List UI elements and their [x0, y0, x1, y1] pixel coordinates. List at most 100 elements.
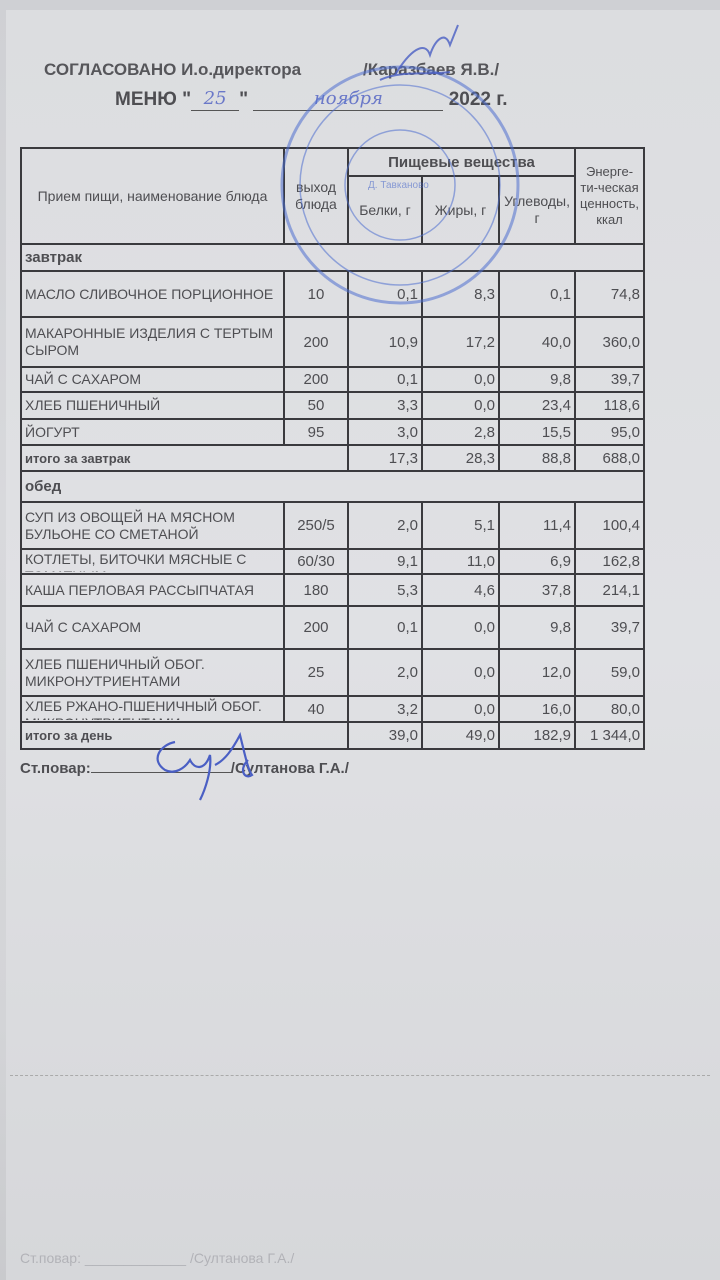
dish-fat: 8,3	[421, 270, 500, 318]
table-row: ХЛЕБ ПШЕНИЧНЫЙ 50 3,3 0,0 23,4 118,6	[20, 391, 646, 420]
chef-label: Ст.повар:	[20, 760, 91, 777]
dish-protein: 0,1	[347, 605, 423, 650]
dish-energy: 80,0	[574, 695, 646, 723]
dish-fat: 0,0	[421, 391, 500, 420]
chef-name: /Султанова Г.А./	[230, 760, 349, 777]
total-energy: 688,0	[574, 444, 646, 472]
total-fat: 49,0	[421, 721, 500, 750]
dish-name: ХЛЕБ РЖАНО-ПШЕНИЧНЫЙ ОБОГ. МИКРОНУТРИЕНТ…	[25, 698, 262, 720]
total-energy: 1 344,0	[574, 721, 646, 750]
total-row: итого за день 39,0 49,0 182,9 1 344,0	[20, 721, 646, 750]
dish-yield: 180	[283, 573, 349, 607]
dish-protein: 2,0	[347, 648, 423, 697]
total-label: итого за завтрак	[20, 444, 349, 472]
dish-fat: 0,0	[421, 605, 500, 650]
dish-energy: 214,1	[574, 573, 646, 607]
dish-energy: 118,6	[574, 391, 646, 420]
table-row: СУП ИЗ ОВОЩЕЙ НА МЯСНОМ БУЛЬОНЕ СО СМЕТА…	[20, 501, 646, 550]
dish-carbs: 16,0	[497, 695, 577, 723]
dish-yield: 200	[283, 316, 349, 368]
dish-name: ЧАЙ С САХАРОМ	[25, 619, 142, 635]
table-row: МАСЛО СЛИВОЧНОЕ ПОРЦИОННОЕ 10 0,1 8,3 0,1 74,…	[20, 270, 646, 318]
dish-protein: 0,1	[347, 270, 423, 318]
menu-day: 25	[203, 88, 227, 109]
dish-fat: 5,1	[421, 501, 500, 550]
approved-label: СОГЛАСОВАНО И.о.директора	[44, 60, 302, 79]
header-energy: Энерге-ти-ческая ценность, ккал	[574, 147, 646, 245]
section-row: обед	[19, 470, 646, 503]
dish-protein: 5,3	[347, 573, 423, 607]
menu-date-line: МЕНЮ " 25 " ноября 2022 г.	[115, 88, 508, 111]
dish-yield: 40	[283, 695, 349, 723]
dish-protein: 3,2	[347, 695, 423, 723]
dish-name: КАША ПЕРЛОВАЯ РАССЫПЧАТАЯ	[25, 581, 255, 598]
dish-energy: 95,0	[574, 418, 646, 446]
header-carbs: Углеводы, г	[497, 175, 577, 245]
dish-carbs: 15,5	[497, 418, 577, 446]
dish-protein: 9,1	[347, 548, 423, 575]
dish-energy: 100,4	[574, 501, 646, 550]
header-protein: Белки, г	[347, 175, 423, 245]
menu-month: ноября	[313, 88, 383, 109]
dish-fat: 0,0	[421, 648, 500, 697]
dish-energy: 59,0	[574, 648, 646, 697]
dish-energy: 39,7	[574, 366, 646, 393]
dish-protein: 2,0	[347, 501, 423, 550]
dish-carbs: 6,9	[497, 548, 577, 575]
dish-name: МАКАРОННЫЕ ИЗДЕЛИЯ С ТЕРТЫМ СЫРОМ	[25, 325, 274, 358]
dish-name: ХЛЕБ ПШЕНИЧНЫЙ	[25, 397, 161, 413]
menu-table: Прием пищи, наименование блюда выход блю…	[19, 147, 646, 750]
table-header-row: Прием пищи, наименование блюда выход блю…	[20, 147, 646, 245]
dish-yield: 200	[283, 366, 349, 393]
header-yield: выход блюда	[283, 147, 349, 245]
dish-protein: 3,3	[347, 391, 423, 420]
dish-name: ЧАЙ С САХАРОМ	[25, 371, 142, 387]
dish-yield: 250/5	[283, 501, 349, 550]
total-carbs: 88,8	[497, 444, 577, 472]
section-row: завтрак	[19, 243, 646, 272]
fold-line	[10, 1075, 710, 1077]
dish-energy: 162,8	[574, 548, 646, 575]
table-row: ЙОГУРТ 95 3,0 2,8 15,5 95,0	[20, 418, 646, 446]
dish-fat: 2,8	[421, 418, 500, 446]
dish-name: ХЛЕБ ПШЕНИЧНЫЙ ОБОГ. МИКРОНУТРИЕНТАМИ	[25, 655, 205, 689]
total-carbs: 182,9	[497, 721, 577, 750]
total-row: итого за завтрак 17,3 28,3 88,8 688,0	[20, 444, 646, 472]
dish-protein: 10,9	[347, 316, 423, 368]
total-fat: 28,3	[421, 444, 500, 472]
total-protein: 39,0	[347, 721, 423, 750]
dish-yield: 60/30	[283, 548, 349, 575]
total-protein: 17,3	[347, 444, 423, 472]
header-nutrients: Пищевые вещества	[346, 147, 577, 177]
dish-fat: 0,0	[421, 695, 500, 723]
dish-protein: 0,1	[347, 366, 423, 393]
menu-year: 2022 г.	[448, 89, 508, 110]
table-row: КОТЛЕТЫ, БИТОЧКИ МЯСНЫЕ С ТОМАТНЫМ 60/309…	[20, 548, 646, 575]
dish-name: ЙОГУРТ	[25, 423, 80, 440]
dish-protein: 3,0	[347, 418, 423, 446]
section-title: обед	[19, 470, 646, 503]
table-row: МАКАРОННЫЕ ИЗДЕЛИЯ С ТЕРТЫМ СЫРОМ 200 10,9…	[20, 316, 646, 368]
approval-line: СОГЛАСОВАНО И.о.директора/Каразбаев Я.В.…	[44, 60, 499, 80]
dish-name: КОТЛЕТЫ, БИТОЧКИ МЯСНЫЕ С ТОМАТНЫМ	[25, 551, 247, 572]
header-fat: Жиры, г	[421, 175, 500, 245]
header-dish: Прием пищи, наименование блюда	[20, 147, 285, 245]
section-title: завтрак	[19, 243, 646, 272]
dish-yield: 25	[283, 648, 349, 697]
table-row: ЧАЙ С САХАРОМ 200 0,1 0,0 9,8 39,7	[20, 366, 646, 393]
dish-carbs: 37,8	[497, 573, 577, 607]
dish-carbs: 40,0	[497, 316, 577, 368]
dish-yield: 95	[283, 418, 349, 446]
dish-carbs: 11,4	[497, 501, 577, 550]
dish-carbs: 0,1	[497, 270, 577, 318]
dish-energy: 74,8	[574, 270, 646, 318]
table-row: ХЛЕБ ПШЕНИЧНЫЙ ОБОГ. МИКРОНУТРИЕНТАМИ 25 2…	[20, 648, 646, 697]
dish-carbs: 12,0	[497, 648, 577, 697]
dish-carbs: 23,4	[497, 391, 577, 420]
dish-energy: 360,0	[574, 316, 646, 368]
menu-label: МЕНЮ	[115, 89, 177, 110]
dish-fat: 0,0	[421, 366, 500, 393]
dish-fat: 4,6	[421, 573, 500, 607]
dish-yield: 10	[283, 270, 349, 318]
table-row: КАША ПЕРЛОВАЯ РАССЫПЧАТАЯ 180 5,3 4,6 37,8 21…	[20, 573, 646, 607]
